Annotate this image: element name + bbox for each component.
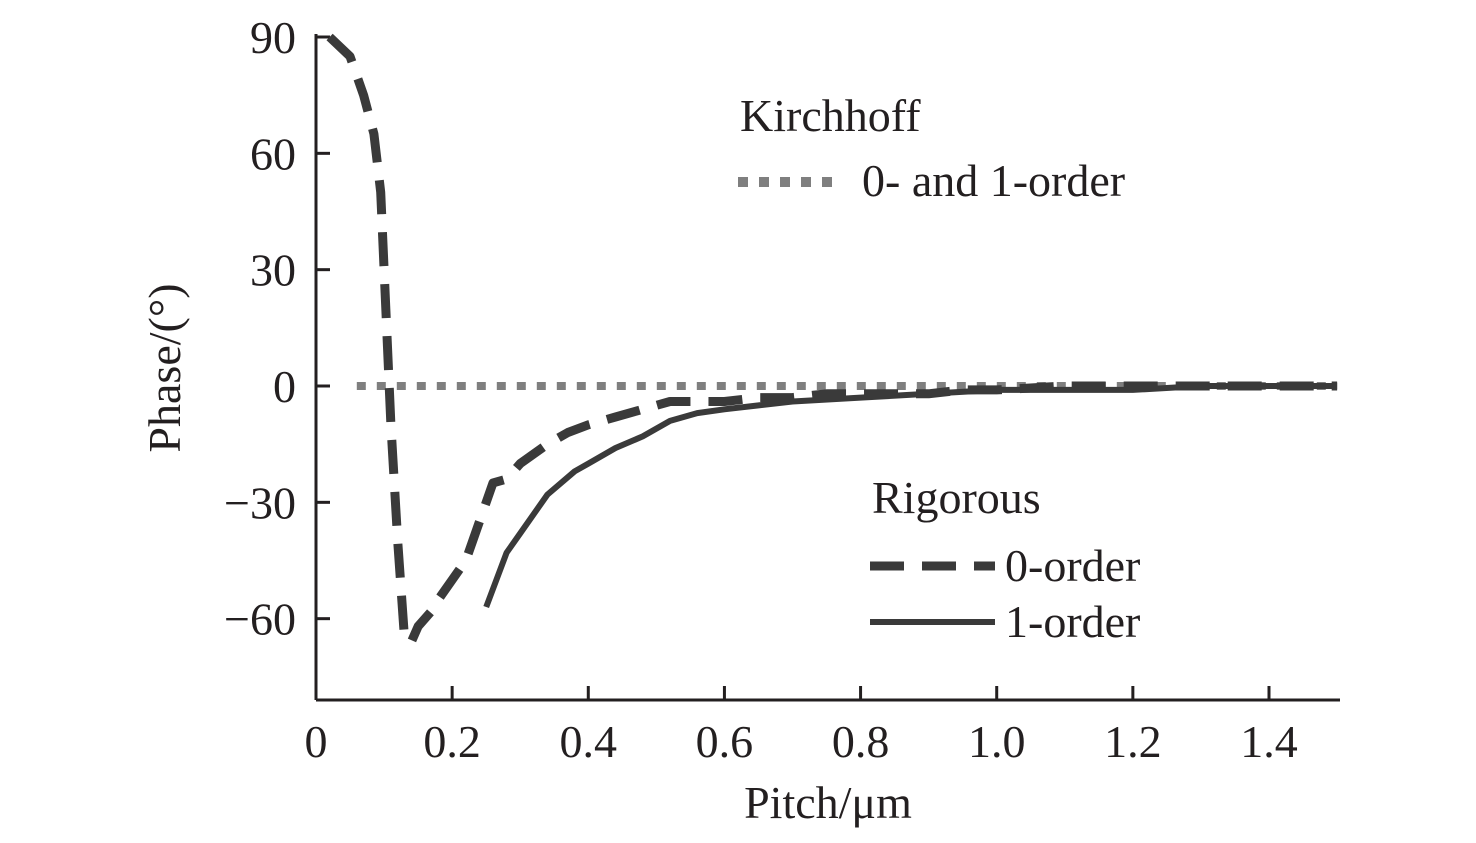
y-tick-label: 30: [250, 245, 296, 296]
x-tick-label: 0.2: [423, 716, 481, 767]
legend-group-title-rigorous: Rigorous: [872, 472, 1041, 523]
y-tick-label: −30: [224, 477, 296, 528]
y-axis-title: Phase/(°): [139, 283, 190, 452]
x-tick-label: 1.2: [1104, 716, 1162, 767]
x-tick-label: 0.4: [560, 716, 618, 767]
x-tick-label: 0.6: [696, 716, 754, 767]
x-tick-label: 0: [305, 716, 328, 767]
series-layer: [326, 33, 1338, 647]
x-tick-label: 0.8: [832, 716, 890, 767]
x-tick-label: 1.0: [968, 716, 1026, 767]
y-tick-label: 60: [250, 128, 296, 179]
legend-label-rigorous-1-order: 1-order: [1005, 596, 1140, 647]
legend-group-title-kirchhoff: Kirchhoff: [740, 90, 921, 141]
y-tick-label: 90: [250, 12, 296, 63]
series-line-solid: [483, 383, 1338, 609]
x-ticks: 0 0.2 0.4 0.6 0.8 1.0 1.2 1.4: [305, 686, 1298, 767]
x-axis-title: Pitch/μm: [744, 777, 912, 828]
y-tick-label: 0: [273, 361, 296, 412]
x-tick-label: 1.4: [1240, 716, 1298, 767]
legend-label-kirchhoff-series: 0- and 1-order: [862, 155, 1125, 206]
legend-label-rigorous-0-order: 0-order: [1005, 540, 1140, 591]
y-ticks: 90 60 30 0 −30 −60: [224, 12, 330, 645]
y-tick-label: −60: [224, 594, 296, 645]
